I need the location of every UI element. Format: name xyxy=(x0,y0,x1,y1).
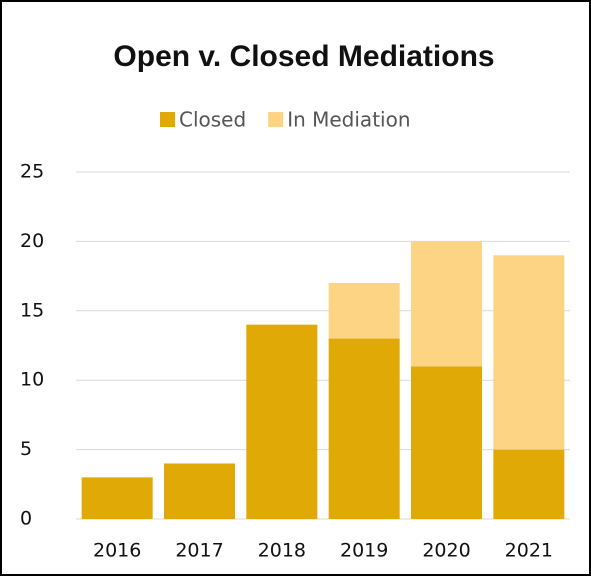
x-tick-label: 2019 xyxy=(340,540,388,562)
legend-label: Closed xyxy=(179,108,246,132)
y-tick-label: 10 xyxy=(20,369,44,391)
legend-swatch xyxy=(160,112,175,127)
bar xyxy=(246,324,318,519)
y-tick-label: 20 xyxy=(20,230,44,252)
x-tick-label: 2016 xyxy=(93,540,141,562)
x-tick-label: 2017 xyxy=(175,540,223,562)
legend-swatch xyxy=(268,112,284,127)
bar xyxy=(164,463,235,519)
y-tick-label: 5 xyxy=(20,438,32,460)
bar xyxy=(81,477,153,519)
bar xyxy=(493,449,565,519)
x-tick-label: 2021 xyxy=(505,540,553,562)
bar xyxy=(493,255,565,450)
y-tick-label: 25 xyxy=(20,161,44,183)
x-tick-label: 2020 xyxy=(422,540,470,562)
bar xyxy=(411,241,482,367)
bar xyxy=(328,283,400,339)
x-tick-label: 2018 xyxy=(258,540,306,562)
chart-title: Open v. Closed Mediations xyxy=(113,40,494,73)
bar xyxy=(411,366,482,519)
bar xyxy=(328,338,400,519)
legend-label: In Mediation xyxy=(287,108,410,132)
y-tick-label: 15 xyxy=(20,299,44,321)
y-tick-label: 0 xyxy=(20,508,32,530)
